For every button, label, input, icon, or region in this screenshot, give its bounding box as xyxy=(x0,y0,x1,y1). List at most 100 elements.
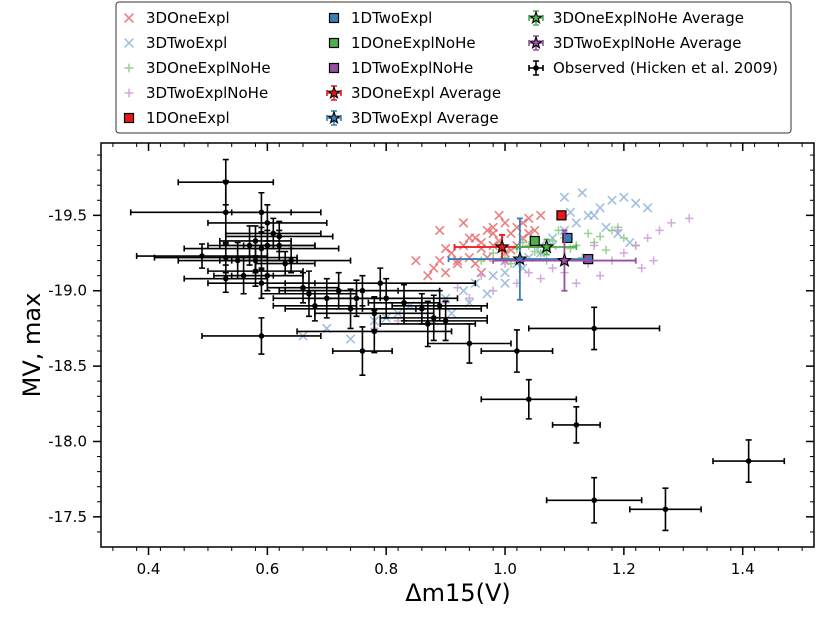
3doneexplnohe-point xyxy=(548,236,557,246)
x-tick-label: 1.4 xyxy=(731,560,755,578)
3doneexpl-point xyxy=(440,267,451,278)
3doneexpl-average-marker xyxy=(494,238,510,254)
legend-marker xyxy=(123,112,135,124)
legend-label: 1DOneExplNoHe xyxy=(351,34,476,52)
3dtwoexpl-point xyxy=(619,192,629,203)
observed-point xyxy=(282,260,288,267)
1doneexplnohe-marker xyxy=(529,235,540,247)
1doneexpl-marker xyxy=(556,210,567,221)
3doneexpl-point xyxy=(423,270,433,281)
3dtwoexplnohe-point xyxy=(488,286,498,295)
3doneexplnohe-point xyxy=(584,229,593,238)
3doneexplnohe-point xyxy=(595,232,605,241)
legend-frame xyxy=(115,1,792,134)
y-axis-label: MV, max xyxy=(18,293,46,398)
3dtwoexplnohe-average-marker xyxy=(556,252,573,268)
legend-item-3dtwoexplnohe-average: 3DTwoExplNoHe Average xyxy=(528,34,742,52)
legend-marker xyxy=(124,63,134,73)
y-tick-label: -18.5 xyxy=(48,357,87,375)
legend-label: 3DOneExpl Average xyxy=(351,84,501,102)
3dtwoexpl-point xyxy=(446,308,457,319)
3doneexpl-point xyxy=(535,210,546,221)
legend-marker xyxy=(528,10,544,24)
3dtwoexplnohe-point xyxy=(524,268,533,277)
3doneexpl-point xyxy=(458,240,469,251)
observed-point xyxy=(312,303,318,309)
3dtwoexplnohe-point xyxy=(453,283,462,292)
3dtwoexplnohe-point xyxy=(643,233,652,243)
3doneexplnohe-point xyxy=(536,248,545,258)
3doneexpl-point xyxy=(482,225,492,236)
observed-point xyxy=(252,268,259,274)
3doneexpl-point xyxy=(524,213,534,224)
3dtwoexplnohe-point xyxy=(649,256,658,265)
observed-point xyxy=(258,333,265,339)
legend-item-3dtwoexplnohe: 3DTwoExplNoHe xyxy=(124,84,268,102)
legend-item-3doneexpl-average: 3DOneExpl Average xyxy=(326,84,501,102)
legend-label: 3DTwoExplNoHe xyxy=(146,84,268,102)
observed-point xyxy=(591,497,597,504)
observed-point xyxy=(222,209,229,216)
observed-point xyxy=(424,321,431,327)
observed-point xyxy=(359,287,366,294)
3doneexplnohe-point xyxy=(554,226,563,235)
legend-marker xyxy=(528,35,544,49)
3doneexplnohe-point xyxy=(601,245,611,255)
3doneexplnohe-point xyxy=(619,233,629,243)
3dtwoexplnohe-point xyxy=(589,241,599,250)
observed-point xyxy=(306,290,312,297)
y-tick-label: -19.5 xyxy=(48,206,87,224)
x-tick-label: 1.2 xyxy=(612,560,636,578)
legend-label: 1DOneExpl xyxy=(146,109,230,127)
3doneexpl-point xyxy=(434,225,445,236)
legend-item-3doneexpl: 3DOneExpl xyxy=(124,9,230,27)
3dtwoexplnohe-point xyxy=(572,278,581,288)
observed-point xyxy=(430,315,437,321)
legend-item-1dtwoexpl: 1DTwoExpl xyxy=(328,9,432,27)
observed-point xyxy=(258,280,265,286)
legend-item-3dtwoexpl-average: 3DTwoExpl Average xyxy=(326,109,499,127)
legend-item-1doneexplnohe: 1DOneExplNoHe xyxy=(328,34,476,52)
x-tick-label: 0.8 xyxy=(374,560,398,578)
3dtwoexpl-point xyxy=(642,203,653,213)
data-points-layer xyxy=(129,158,786,532)
3dtwoexpl-point xyxy=(607,195,617,206)
3doneexpl-point xyxy=(411,255,421,266)
3doneexpl-point xyxy=(434,255,445,266)
3dtwoexpl-point xyxy=(500,267,510,278)
observed-point xyxy=(436,303,443,309)
3doneexpl-point xyxy=(452,255,463,266)
3doneexpl-point xyxy=(464,233,475,243)
observed-point xyxy=(270,230,277,237)
observed-point xyxy=(276,242,283,249)
legend-marker xyxy=(326,85,342,99)
observed-point xyxy=(258,245,265,252)
3dtwoexplnohe-point xyxy=(655,226,664,235)
legend-item-3doneexplnohe: 3DOneExplNoHe xyxy=(124,59,271,77)
observed-point xyxy=(288,257,294,264)
3doneexplnohe-point xyxy=(477,256,486,265)
observed-point xyxy=(222,275,229,282)
observed-point xyxy=(240,272,247,279)
3dtwoexplnohe-point xyxy=(595,271,605,280)
3doneexpl-point xyxy=(452,258,463,269)
legend-item-1doneexpl: 1DOneExpl xyxy=(123,109,230,127)
3dtwoexpl-point xyxy=(559,192,570,203)
3doneexplnohe-point xyxy=(488,248,498,258)
3dtwoexpl-point xyxy=(595,203,605,213)
3doneexplnohe-point xyxy=(566,244,575,253)
3dtwoexpl-point xyxy=(577,187,588,198)
legend-marker xyxy=(124,38,134,48)
legend-marker xyxy=(124,13,134,23)
y-tick-label: -18.0 xyxy=(48,432,87,450)
legend: 3DOneExpl 3DTwoExpl 3DOneExplNoHe 3DTwoExpl… xyxy=(115,1,792,134)
legend-marker xyxy=(124,88,134,98)
observed-point xyxy=(222,254,229,261)
legend-label: Observed (Hicken et al. 2009) xyxy=(553,59,778,77)
3dtwoexplnohe-point xyxy=(536,274,545,283)
observed-point xyxy=(347,306,354,312)
observed-point xyxy=(514,348,520,354)
legend-label: 3DOneExplNoHe xyxy=(146,59,271,77)
3doneexpl-point xyxy=(440,243,451,254)
3doneexplnohe-point xyxy=(530,247,539,256)
